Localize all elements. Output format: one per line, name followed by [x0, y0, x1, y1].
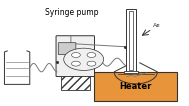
- Circle shape: [87, 61, 96, 66]
- Bar: [61, 76, 90, 90]
- Text: 2: 2: [157, 24, 159, 28]
- Text: Heater: Heater: [120, 82, 152, 91]
- Circle shape: [71, 61, 80, 66]
- Circle shape: [87, 53, 96, 57]
- Bar: [94, 72, 177, 101]
- Bar: [124, 71, 138, 73]
- Text: Syringe pump: Syringe pump: [45, 8, 99, 17]
- Circle shape: [71, 53, 80, 57]
- FancyBboxPatch shape: [58, 43, 76, 54]
- FancyBboxPatch shape: [56, 36, 94, 77]
- Circle shape: [64, 48, 104, 70]
- Bar: [126, 9, 136, 72]
- Bar: [129, 11, 133, 70]
- Text: Ar: Ar: [153, 23, 160, 28]
